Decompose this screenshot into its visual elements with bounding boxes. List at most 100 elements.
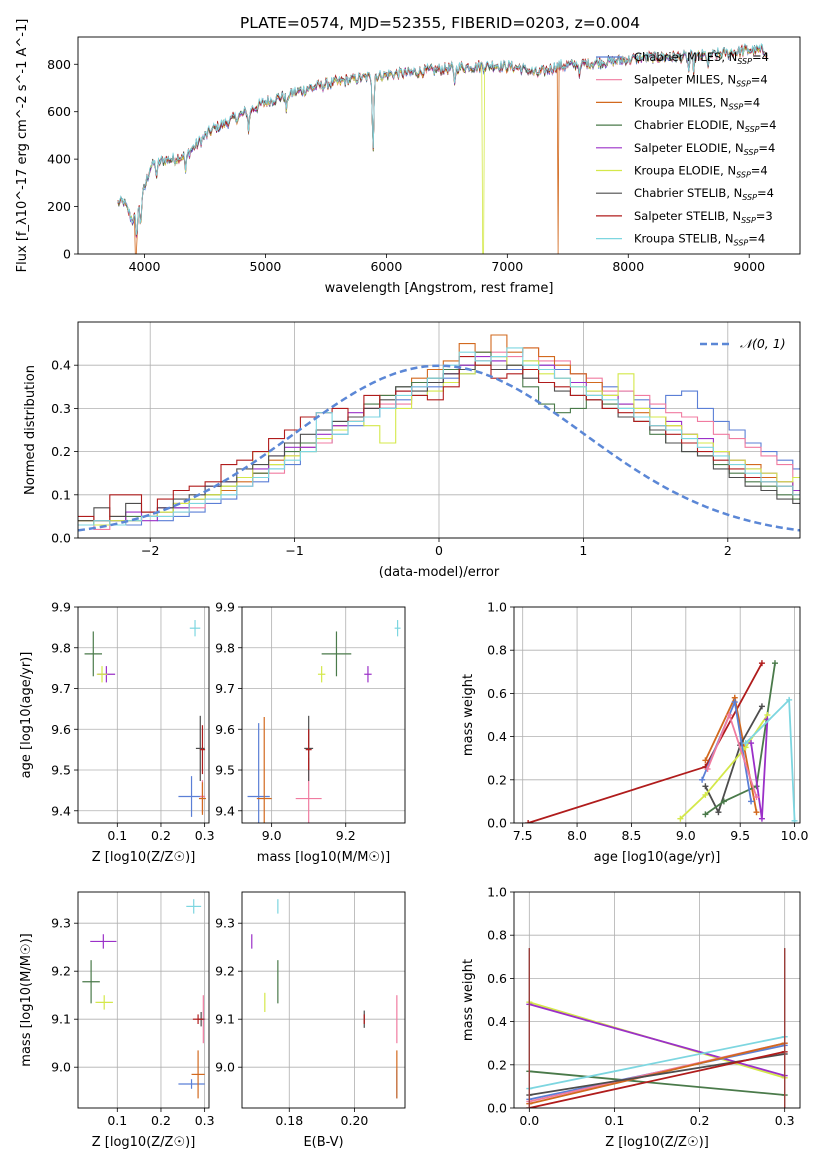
x-tick-label: 0.2 xyxy=(151,1113,171,1128)
x-tick-label: 0.1 xyxy=(107,828,127,843)
y-tick-label: 9.5 xyxy=(51,763,71,778)
axes-frame xyxy=(241,891,406,1109)
spectrum-line xyxy=(117,42,768,236)
errorbar-point xyxy=(256,717,272,823)
x-axis-label: E(B-V) xyxy=(303,1135,343,1150)
weight-line xyxy=(527,662,763,823)
y-tick-label: 0.4 xyxy=(487,1014,507,1029)
y-tick-label: 0.0 xyxy=(487,816,507,831)
x-tick-label: 0.18 xyxy=(275,1113,303,1128)
y-tick-label: 0.4 xyxy=(487,729,507,744)
y-tick-label: 0.1 xyxy=(51,487,71,502)
y-tick-label: 9.1 xyxy=(215,1012,235,1027)
plot-area xyxy=(247,620,401,823)
panel-age_vs_mass: 9.0 9.2 9.4 9.5 9.6 9.7 9.8 9.9 mass [log10(M/M☉… xyxy=(215,600,406,865)
x-tick-label: 7.5 xyxy=(513,828,533,843)
x-tick-label: 8.5 xyxy=(621,828,641,843)
errorbar-point xyxy=(191,1050,205,1099)
errorbar-point xyxy=(178,1079,205,1089)
panel-mass_vs_EBV: 0.18 0.20 9.0 9.1 9.2 9.3 E(B-V) xyxy=(215,891,406,1150)
histogram-step xyxy=(78,347,800,526)
y-tick-label: 9.6 xyxy=(51,722,71,737)
legend-label: Salpeter MILES, NSSP=4 xyxy=(634,73,768,89)
y-tick-label: 0.2 xyxy=(487,1057,507,1072)
errorbar-point xyxy=(90,934,117,949)
x-tick-label: 0.3 xyxy=(195,828,215,843)
y-tick-label: 600 xyxy=(47,104,71,119)
x-tick-label: 0 xyxy=(435,543,443,558)
axes-frame xyxy=(77,891,210,1109)
x-tick-label: 0.20 xyxy=(341,1113,369,1128)
histogram-step xyxy=(78,356,800,522)
legend-label: Salpeter ELODIE, NSSP=4 xyxy=(634,141,775,157)
weight-line xyxy=(704,663,776,816)
legend-label: Chabrier ELODIE, NSSP=4 xyxy=(634,118,776,134)
legend-subscript: SSP xyxy=(736,80,751,89)
errorbar-point xyxy=(189,620,201,637)
weight-line xyxy=(529,1003,785,1077)
errorbar-point xyxy=(186,899,202,914)
x-tick-label: 9.2 xyxy=(336,828,356,843)
y-tick-label: 9.2 xyxy=(215,964,235,979)
legend-count: =4 xyxy=(751,73,768,87)
legend-count: =3 xyxy=(756,209,773,223)
x-tick-label: 0.1 xyxy=(107,1113,127,1128)
y-axis-label: Flux [f_λ10^-17 erg cm^-2 s^-1 A^-1] xyxy=(15,19,30,273)
x-tick-label: 0.3 xyxy=(195,1113,215,1128)
errorbar-point xyxy=(305,729,312,771)
y-tick-label: 9.4 xyxy=(51,803,71,818)
axes-frame xyxy=(77,606,210,824)
errorbar-point xyxy=(198,782,206,815)
panel-age_vs_Z: 0.1 0.2 0.3 9.4 9.5 9.6 9.7 9.8 9.9 Z [log10(Z/Z☉… xyxy=(19,600,215,866)
plot-area xyxy=(117,42,768,254)
x-tick-label: 2 xyxy=(724,543,732,558)
errorbar-point xyxy=(96,666,108,683)
y-tick-label: 9.0 xyxy=(51,1060,71,1075)
spectrum-line xyxy=(117,43,768,237)
y-tick-label: 9.4 xyxy=(215,803,235,818)
errorbar-point xyxy=(394,620,401,637)
legend-label: Salpeter STELIB, NSSP=3 xyxy=(634,209,773,225)
legend-subscript: SSP xyxy=(741,216,756,225)
x-tick-label: 9.5 xyxy=(730,828,750,843)
axes-frame xyxy=(513,606,801,824)
y-tick-label: 0.8 xyxy=(487,928,507,943)
legend: 𝒩(0, 1) xyxy=(700,336,786,351)
x-tick-label: 0.2 xyxy=(690,1113,710,1128)
normal-curve xyxy=(78,364,800,532)
x-tick-label: 8.0 xyxy=(567,828,587,843)
y-tick-label: 9.3 xyxy=(51,916,71,931)
x-tick-label: −1 xyxy=(285,543,303,558)
errorbar-point xyxy=(82,960,100,1004)
y-tick-label: 0.3 xyxy=(51,401,71,416)
y-tick-label: 0.2 xyxy=(51,444,71,459)
legend-count: =4 xyxy=(758,141,775,155)
x-tick-label: 10.0 xyxy=(781,828,809,843)
y-axis-label: mass [log10(M/M☉)] xyxy=(19,933,34,1066)
plot-area xyxy=(526,948,788,1108)
y-tick-label: 0.4 xyxy=(51,358,71,373)
legend-count: =4 xyxy=(751,164,768,178)
errorbar-point xyxy=(84,631,103,677)
x-tick-label: 0.0 xyxy=(519,1113,539,1128)
panel-mass_weight_vs_age: 7.5 8.0 8.5 9.0 9.5 10.0 0.0 0.2 0.4 0.6 0.8 1.0 age… xyxy=(461,600,809,866)
y-tick-label: 0.8 xyxy=(487,643,507,658)
legend-label: Chabrier MILES, NSSP=4 xyxy=(634,50,769,66)
y-tick-label: 9.9 xyxy=(215,600,235,615)
y-tick-label: 9.1 xyxy=(51,1012,71,1027)
plot-area xyxy=(84,620,206,817)
y-tick-label: 9.7 xyxy=(215,681,235,696)
legend-subscript: SSP xyxy=(737,57,752,66)
x-axis-label: Z [log10(Z/Z☉)] xyxy=(605,1135,709,1150)
y-tick-label: 200 xyxy=(47,199,71,214)
y-tick-label: 9.7 xyxy=(51,681,71,696)
weight-line xyxy=(704,705,763,815)
y-axis-label: Normed distribution xyxy=(23,365,38,495)
plot-area xyxy=(82,899,206,1099)
y-axis-label: age [log10(age/yr)] xyxy=(19,652,34,779)
plot-area xyxy=(251,899,398,1099)
errorbar-point xyxy=(247,723,270,823)
y-tick-label: 9.5 xyxy=(215,763,235,778)
y-tick-label: 1.0 xyxy=(487,600,507,615)
